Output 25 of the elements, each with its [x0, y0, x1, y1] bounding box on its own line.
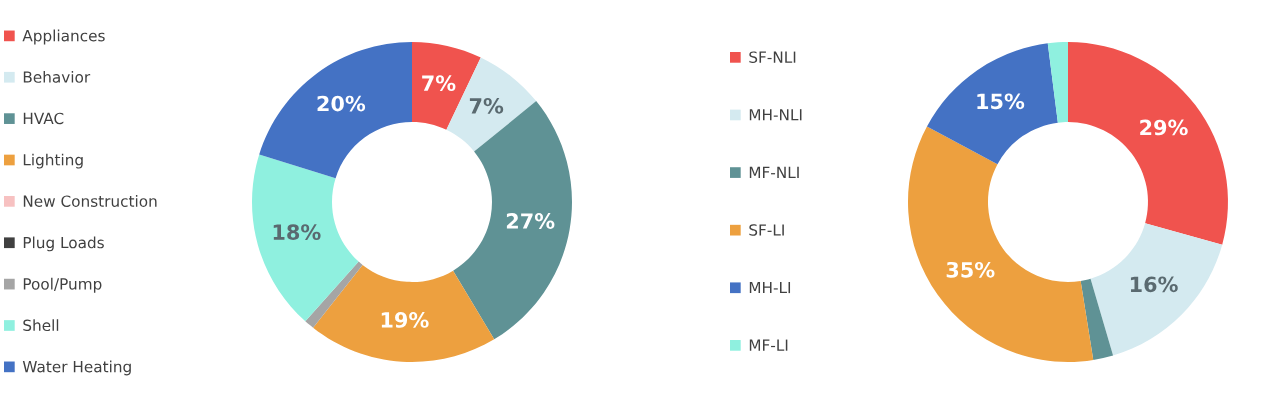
legend-label: Plug Loads: [23, 236, 104, 252]
data-label: 27%: [506, 213, 555, 229]
legend-label: MH-NLI: [749, 109, 802, 121]
data-label: 15%: [977, 93, 1025, 110]
legend-label: Shell: [23, 319, 59, 332]
legend-label: MH-LI: [749, 281, 791, 294]
data-label: 29%: [1140, 119, 1188, 136]
legend-label: HVAC: [23, 112, 64, 125]
data-label: 18%: [273, 224, 321, 241]
legend-label: Appliances: [22, 29, 105, 45]
data-label: 16%: [1130, 276, 1178, 293]
legend-label: Behavior: [23, 70, 91, 83]
legend-label: Lighting: [23, 153, 83, 169]
legend-label: New Construction: [23, 195, 157, 207]
legend-label: SF-LI: [749, 224, 784, 236]
data-label: 19%: [381, 312, 429, 328]
legend-label: Water Heating: [22, 360, 131, 376]
data-label: 7%: [422, 75, 456, 91]
data-label: 7%: [469, 97, 504, 114]
data-label: 35%: [946, 261, 995, 278]
legend-label: MF-LI: [749, 339, 788, 351]
legend-label: MF-NLI: [749, 166, 799, 178]
legend-label: Pool/Pump: [23, 277, 102, 293]
legend-label: SF-NLI: [749, 51, 796, 63]
data-label: 20%: [317, 95, 366, 112]
